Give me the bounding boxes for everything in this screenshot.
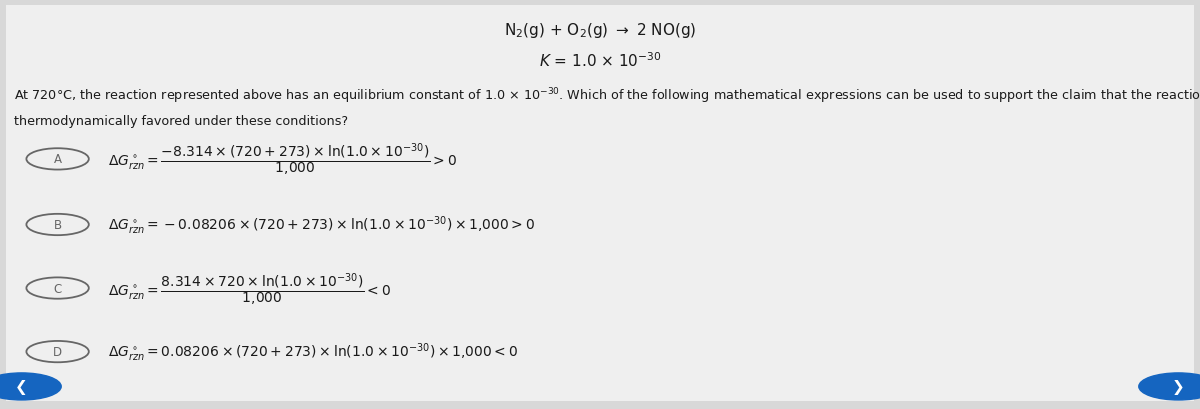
Text: $K$ = 1.0 $\times$ 10$^{-30}$: $K$ = 1.0 $\times$ 10$^{-30}$: [539, 51, 661, 70]
Text: $\Delta G^\circ_{rzn} = \dfrac{8.314 \times 720 \times \ln(1.0 \times 10^{-30})}: $\Delta G^\circ_{rzn} = \dfrac{8.314 \ti…: [108, 270, 391, 307]
Text: ❯: ❯: [1172, 379, 1184, 394]
Text: $\Delta G^\circ_{rzn} = \dfrac{-8.314 \times (720 + 273) \times \ln(1.0 \times 1: $\Delta G^\circ_{rzn} = \dfrac{-8.314 \t…: [108, 141, 457, 178]
Circle shape: [1139, 373, 1200, 400]
FancyBboxPatch shape: [6, 6, 1194, 401]
Text: thermodynamically favored under these conditions?: thermodynamically favored under these co…: [14, 115, 348, 128]
Text: ❮: ❮: [16, 379, 28, 394]
Circle shape: [0, 373, 61, 400]
Text: $\Delta G^\circ_{rzn} = -0.08206 \times (720 + 273) \times \ln(1.0 \times 10^{-3: $\Delta G^\circ_{rzn} = -0.08206 \times …: [108, 213, 535, 236]
Text: B: B: [54, 218, 61, 231]
Text: C: C: [54, 282, 61, 295]
Text: $\Delta G^\circ_{rzn} = 0.08206 \times (720 + 273) \times \ln(1.0 \times 10^{-30: $\Delta G^\circ_{rzn} = 0.08206 \times (…: [108, 340, 518, 363]
Text: D: D: [53, 345, 62, 358]
Text: N$_2$(g) + O$_2$(g) $\rightarrow$ 2 NO(g): N$_2$(g) + O$_2$(g) $\rightarrow$ 2 NO(g…: [504, 20, 696, 39]
Text: At 720°C, the reaction represented above has an equilibrium constant of 1.0 × 10: At 720°C, the reaction represented above…: [14, 86, 1200, 106]
Text: A: A: [54, 153, 61, 166]
